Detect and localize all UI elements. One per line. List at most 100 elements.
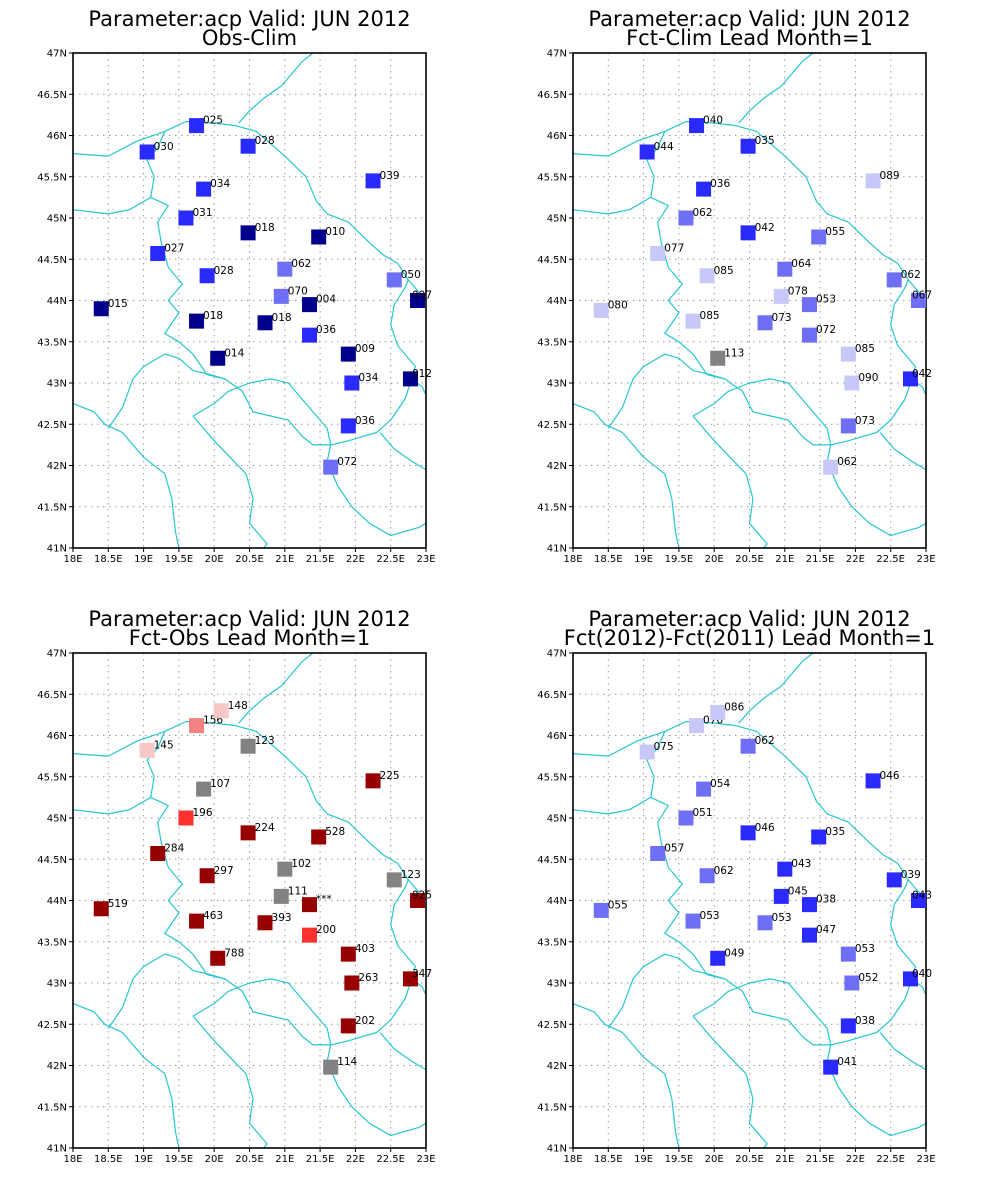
- map-panel-1: Parameter:acp Valid: JUN 2012Obs-Clim18E…: [37, 7, 435, 565]
- station-marker: [844, 375, 860, 391]
- y-tick-label: 44N: [47, 296, 67, 307]
- station-label: 027: [164, 242, 184, 254]
- station-marker: [189, 718, 205, 734]
- x-tick-label: 20.5E: [735, 554, 764, 565]
- station-marker: [344, 375, 360, 391]
- y-tick-label: 43.5N: [37, 937, 67, 948]
- station-label: 113: [724, 347, 744, 359]
- x-tick-label: 19.5E: [665, 1154, 694, 1165]
- y-tick-label: 46.5N: [37, 690, 67, 701]
- x-tick-label: 22.5E: [876, 554, 905, 565]
- station-label: 042: [755, 222, 775, 234]
- x-tick-label: 18E: [563, 554, 582, 565]
- boundary-line: [192, 1015, 268, 1149]
- station-marker: [710, 950, 726, 966]
- station-marker: [93, 901, 109, 917]
- station-label: 519: [108, 898, 128, 910]
- station-label: 009: [355, 343, 375, 355]
- station-label: 039: [380, 170, 400, 182]
- station-label: 064: [791, 258, 811, 270]
- station-marker: [678, 810, 694, 826]
- station-label: 052: [858, 972, 878, 984]
- boundary-line: [72, 1003, 180, 1149]
- station-label: 145: [154, 739, 174, 751]
- station-marker: [213, 703, 229, 719]
- station-label: 055: [825, 226, 845, 238]
- boundary-line: [72, 196, 152, 215]
- boundary-line: [572, 120, 927, 301]
- station-marker: [323, 1059, 339, 1075]
- station-label: 078: [788, 285, 808, 297]
- station-label: 347: [412, 968, 432, 980]
- station-label: 010: [325, 226, 345, 238]
- station-marker: [240, 738, 256, 754]
- boundary-line: [238, 52, 314, 124]
- station-label: 034: [210, 178, 230, 190]
- station-marker: [593, 902, 609, 918]
- station-marker: [402, 971, 418, 987]
- y-tick-label: 45.5N: [37, 172, 67, 183]
- station-marker: [139, 144, 155, 160]
- y-tick-label: 47N: [547, 649, 567, 660]
- y-tick-label: 41.5N: [537, 1102, 567, 1113]
- station-label: 014: [224, 347, 244, 359]
- station-marker: [802, 327, 818, 343]
- station-label: 062: [692, 207, 712, 219]
- station-marker: [340, 946, 356, 962]
- boundary-line: [692, 1015, 768, 1149]
- station-label: 072: [337, 456, 357, 468]
- y-tick-label: 43.5N: [537, 337, 567, 348]
- station-label: ***: [316, 894, 332, 906]
- y-tick-label: 46.5N: [537, 690, 567, 701]
- x-tick-label: 23E: [416, 1154, 435, 1165]
- station-label: 062: [714, 865, 734, 877]
- panel-subtitle: Obs-Clim: [202, 26, 297, 50]
- x-tick-label: 19E: [134, 1154, 153, 1165]
- boundary-line: [572, 1003, 680, 1149]
- boundary-line: [607, 953, 725, 1029]
- x-tick-label: 21E: [775, 1154, 794, 1165]
- x-tick-label: 20E: [205, 1154, 224, 1165]
- boundary-line: [879, 1032, 927, 1071]
- station-label: 107: [210, 778, 230, 790]
- station-marker: [811, 829, 827, 845]
- y-tick-label: 46N: [547, 131, 567, 142]
- stations: 0550750570510760860530540620490460620530…: [593, 701, 932, 1075]
- x-tick-label: 20.5E: [235, 554, 264, 565]
- boundary-line: [572, 403, 680, 549]
- station-label: 018: [255, 222, 275, 234]
- station-label: 028: [214, 265, 234, 277]
- panel-title: Parameter:acp Valid: JUN 2012: [88, 607, 410, 631]
- station-label: 202: [355, 1015, 375, 1027]
- station-marker: [273, 888, 289, 904]
- station-label: 077: [664, 242, 684, 254]
- station-label: 111: [288, 885, 308, 897]
- station-marker: [257, 315, 273, 331]
- station-label: 053: [816, 294, 836, 306]
- station-label: 102: [291, 858, 311, 870]
- station-label: 047: [816, 924, 836, 936]
- y-tick-label: 43N: [47, 979, 67, 990]
- station-label: 038: [855, 1015, 875, 1027]
- station-marker: [844, 975, 860, 991]
- station-label: 030: [154, 141, 174, 153]
- station-marker: [277, 861, 293, 877]
- station-marker: [240, 138, 256, 154]
- station-marker: [311, 829, 327, 845]
- station-label: 072: [816, 324, 836, 336]
- station-label: 284: [164, 842, 184, 854]
- station-label: 042: [912, 368, 932, 380]
- station-label: 038: [816, 894, 836, 906]
- boundary-line: [572, 720, 927, 901]
- station-label: 055: [608, 899, 628, 911]
- station-marker: [178, 210, 194, 226]
- y-tick-label: 42N: [47, 1061, 67, 1072]
- station-label: 018: [272, 312, 292, 324]
- station-marker: [311, 229, 327, 245]
- y-tick-label: 44.5N: [37, 855, 67, 866]
- station-marker: [178, 810, 194, 826]
- boundary-line: [107, 353, 225, 429]
- station-label: 040: [703, 115, 723, 127]
- x-tick-label: 22E: [346, 1154, 365, 1165]
